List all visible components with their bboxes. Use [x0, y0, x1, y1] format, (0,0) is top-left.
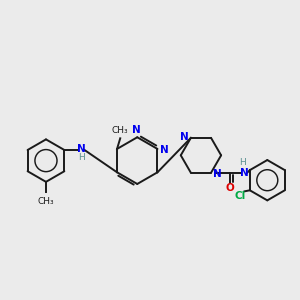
Text: CH₃: CH₃ [38, 197, 54, 206]
Text: N: N [240, 168, 248, 178]
Text: H: H [78, 153, 85, 162]
Text: N: N [160, 145, 168, 155]
Text: N: N [213, 169, 222, 179]
Text: CH₃: CH₃ [112, 126, 128, 135]
Text: Cl: Cl [235, 190, 246, 201]
Text: N: N [132, 125, 141, 135]
Text: H: H [239, 158, 246, 167]
Text: O: O [226, 183, 235, 193]
Text: N: N [77, 144, 86, 154]
Text: N: N [180, 132, 189, 142]
